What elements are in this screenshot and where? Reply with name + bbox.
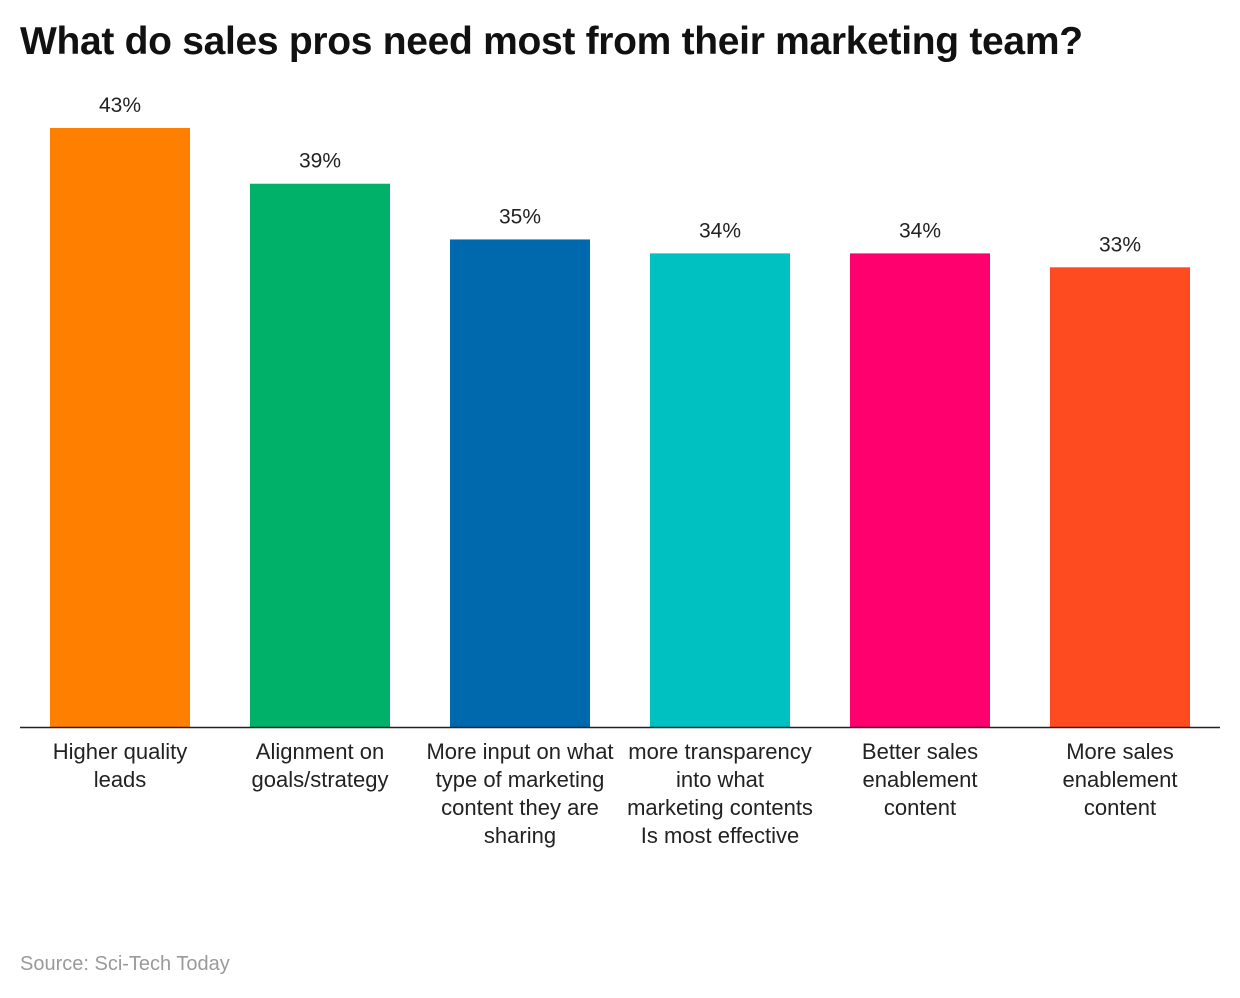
bar-4 bbox=[650, 253, 790, 728]
value-label: 34% bbox=[699, 219, 741, 242]
category-label: Better sales enablement content bbox=[861, 739, 979, 820]
value-label: 34% bbox=[899, 219, 941, 242]
bar-2 bbox=[250, 183, 390, 727]
category-label: Alignment on goals/strategy bbox=[251, 739, 389, 792]
value-label: 43% bbox=[99, 94, 141, 117]
bar-3 bbox=[450, 239, 590, 727]
bar-1 bbox=[50, 128, 190, 727]
category-label: More sales enablement content bbox=[1062, 739, 1178, 820]
category-label: More input on what type of marketing con… bbox=[426, 739, 614, 848]
chart-title: What do sales pros need most from their … bbox=[20, 20, 1083, 63]
bar-5 bbox=[850, 253, 990, 728]
value-label: 39% bbox=[299, 150, 341, 173]
bar-6 bbox=[1050, 267, 1190, 727]
source-note: Source: Sci-Tech Today bbox=[20, 953, 230, 975]
category-label: Higher quality leads bbox=[52, 739, 188, 792]
value-label: 35% bbox=[499, 205, 541, 228]
category-label: more transparency into what marketing co… bbox=[627, 739, 813, 848]
value-label: 33% bbox=[1099, 233, 1141, 256]
